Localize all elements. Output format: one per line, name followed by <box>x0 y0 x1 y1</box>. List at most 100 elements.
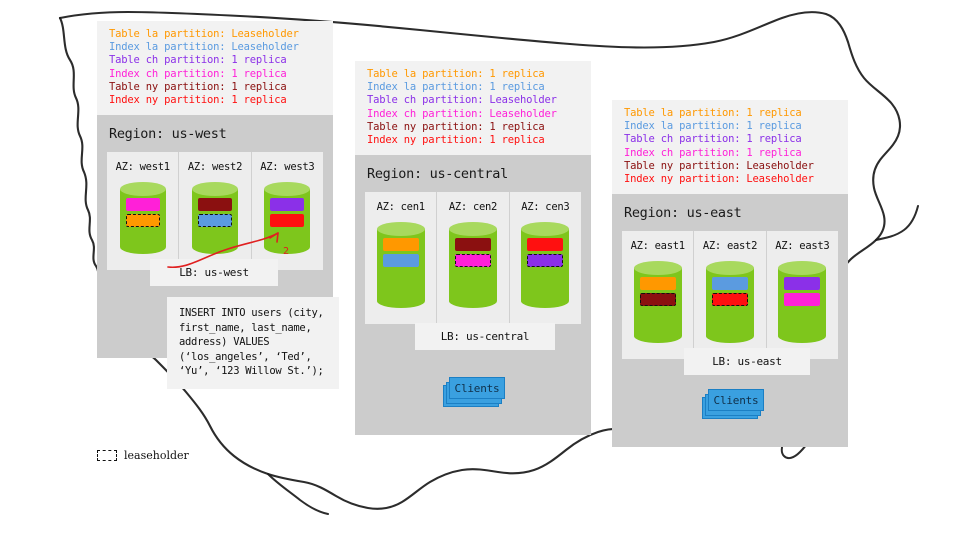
cylinder-top <box>191 182 238 197</box>
database-cylinder[interactable] <box>778 261 827 344</box>
load-balancer-us-central[interactable]: LB: us-central <box>415 323 555 351</box>
partition-band-replica <box>711 277 748 291</box>
region-title-us-west: Region: us-west <box>109 126 227 143</box>
az-cell-east3[interactable]: AZ: east3 <box>765 231 838 360</box>
az-cell-cen3[interactable]: AZ: cen3 <box>508 192 581 325</box>
cylinder-top <box>119 182 166 197</box>
partition-band-replica <box>382 238 419 252</box>
region-panel-us-east: Table la partition: 1 replica Index la pa… <box>612 100 848 448</box>
partition-legend-us-east: Table la partition: 1 replica Index la pa… <box>612 100 848 195</box>
partition-legend-us-central: Table la partition: 1 replica Index la pa… <box>355 61 591 156</box>
partition-band-leaseholder <box>454 254 491 268</box>
legend-line: Index ch partition: 1 replica <box>624 146 802 159</box>
legend-line: Table ch partition: 1 replica <box>109 54 287 67</box>
leaseholder-key: leaseholder <box>97 449 189 462</box>
clients-stack-us-central[interactable]: Clients <box>443 377 505 408</box>
az-label: AZ: east2 <box>702 240 758 253</box>
partition-band-replica <box>197 198 232 212</box>
region-panel-us-west: Table la partition: Leaseholder Index la … <box>97 21 339 389</box>
az-group-us-west: AZ: west1 AZ: west2 AZ: west3 <box>107 152 323 271</box>
dashed-box-icon <box>97 450 117 461</box>
arrow-lb-to-west3 <box>167 232 279 269</box>
clients-label-us-east: Clients <box>708 389 764 412</box>
partition-bands <box>634 277 682 307</box>
partition-band-leaseholder <box>711 293 748 307</box>
partition-legend-us-west: Table la partition: Leaseholder Index la … <box>97 21 333 116</box>
legend-line: Table ny partition: Leaseholder <box>624 159 814 172</box>
legend-line: Table ch partition: Leaseholder <box>367 94 557 107</box>
legend-line: Index ny partition: Leaseholder <box>624 173 814 186</box>
partition-band-replica <box>454 238 491 252</box>
legend-line: Index ny partition: 1 replica <box>109 94 287 107</box>
legend-line: Index la partition: 1 replica <box>367 81 545 94</box>
database-cylinder[interactable] <box>119 182 166 255</box>
partition-band-replica <box>784 277 821 291</box>
cylinder-top <box>376 222 425 237</box>
partition-band-replica <box>784 293 821 307</box>
database-cylinder[interactable] <box>376 222 425 309</box>
cylinder-top <box>264 182 311 197</box>
partition-bands <box>120 198 166 228</box>
az-label: AZ: west2 <box>187 161 243 174</box>
partition-bands <box>706 277 754 307</box>
region-body-us-east: Region: us-east AZ: east1 AZ: east2 AZ: ea… <box>612 194 848 448</box>
legend-line: Table la partition: Leaseholder <box>109 28 299 40</box>
legend-line: Index ch partition: Leaseholder <box>367 107 557 120</box>
cylinder-top <box>778 261 827 276</box>
az-label: AZ: cen3 <box>521 201 570 214</box>
region-panel-us-central: Table la partition: 1 replica Index la pa… <box>355 61 591 436</box>
az-cell-cen2[interactable]: AZ: cen2 <box>436 192 508 325</box>
database-cylinder[interactable] <box>521 222 570 309</box>
partition-band-replica <box>125 198 160 212</box>
cylinder-top <box>633 261 682 276</box>
database-cylinder[interactable] <box>448 222 497 309</box>
partition-bands <box>778 277 826 307</box>
partition-band-replica <box>382 254 419 268</box>
region-title-us-central: Region: us-central <box>367 166 508 183</box>
partition-band-leaseholder <box>527 254 564 268</box>
legend-line: Index ch partition: 1 replica <box>109 67 287 80</box>
partition-band-leaseholder <box>125 214 160 228</box>
region-body-us-central: Region: us-central AZ: cen1 AZ: cen2 AZ: c… <box>355 155 591 436</box>
partition-band-replica <box>270 198 305 212</box>
region-body-us-west: Region: us-west AZ: west1 AZ: west2 AZ: we… <box>97 115 333 359</box>
partition-bands <box>377 238 425 268</box>
database-cylinder[interactable] <box>633 261 682 344</box>
az-cell-east1[interactable]: AZ: east1 <box>622 231 693 359</box>
az-label: AZ: cen2 <box>448 201 498 214</box>
legend-line: Index la partition: Leaseholder <box>109 41 299 54</box>
az-label: AZ: west3 <box>260 161 315 174</box>
az-group-us-central: AZ: cen1 AZ: cen2 AZ: cen3 <box>365 192 581 325</box>
database-cylinder[interactable] <box>191 182 238 255</box>
legend-line: Table ch partition: 1 replica <box>624 133 802 146</box>
legend-line: Table ny partition: 1 replica <box>367 120 545 133</box>
partition-bands <box>449 238 497 268</box>
legend-line: Index la partition: 1 replica <box>624 120 802 133</box>
cylinder-top <box>521 222 570 237</box>
clients-label-us-central: Clients <box>449 377 505 400</box>
cylinder-top <box>448 222 497 237</box>
az-cell-cen1[interactable]: AZ: cen1 <box>365 192 436 324</box>
load-balancer-us-west[interactable]: LB: us-west <box>150 259 278 287</box>
legend-line: Table ny partition: 1 replica <box>109 80 287 93</box>
arrow-label-2: 2 <box>283 246 290 257</box>
az-label: AZ: east3 <box>775 240 830 253</box>
az-cell-east2[interactable]: AZ: east2 <box>693 231 765 360</box>
partition-bands <box>192 198 238 228</box>
legend-line: Index ny partition: 1 replica <box>367 134 545 147</box>
az-group-us-east: AZ: east1 AZ: east2 AZ: east3 <box>622 231 838 360</box>
az-cell-west1[interactable]: AZ: west1 <box>107 152 178 270</box>
az-cell-west2[interactable]: AZ: west2 <box>178 152 250 271</box>
az-label: AZ: east1 <box>630 240 686 253</box>
az-label: AZ: west1 <box>115 161 171 174</box>
clients-stack-us-east[interactable]: Clients <box>702 389 764 420</box>
partition-bands <box>521 238 569 268</box>
az-label: AZ: cen1 <box>376 201 425 214</box>
load-balancer-us-east[interactable]: LB: us-east <box>684 348 810 376</box>
partition-band-replica <box>527 238 564 252</box>
database-cylinder[interactable] <box>705 261 754 344</box>
partition-bands <box>264 198 310 228</box>
partition-band-replica <box>639 277 676 291</box>
region-title-us-east: Region: us-east <box>624 205 742 222</box>
